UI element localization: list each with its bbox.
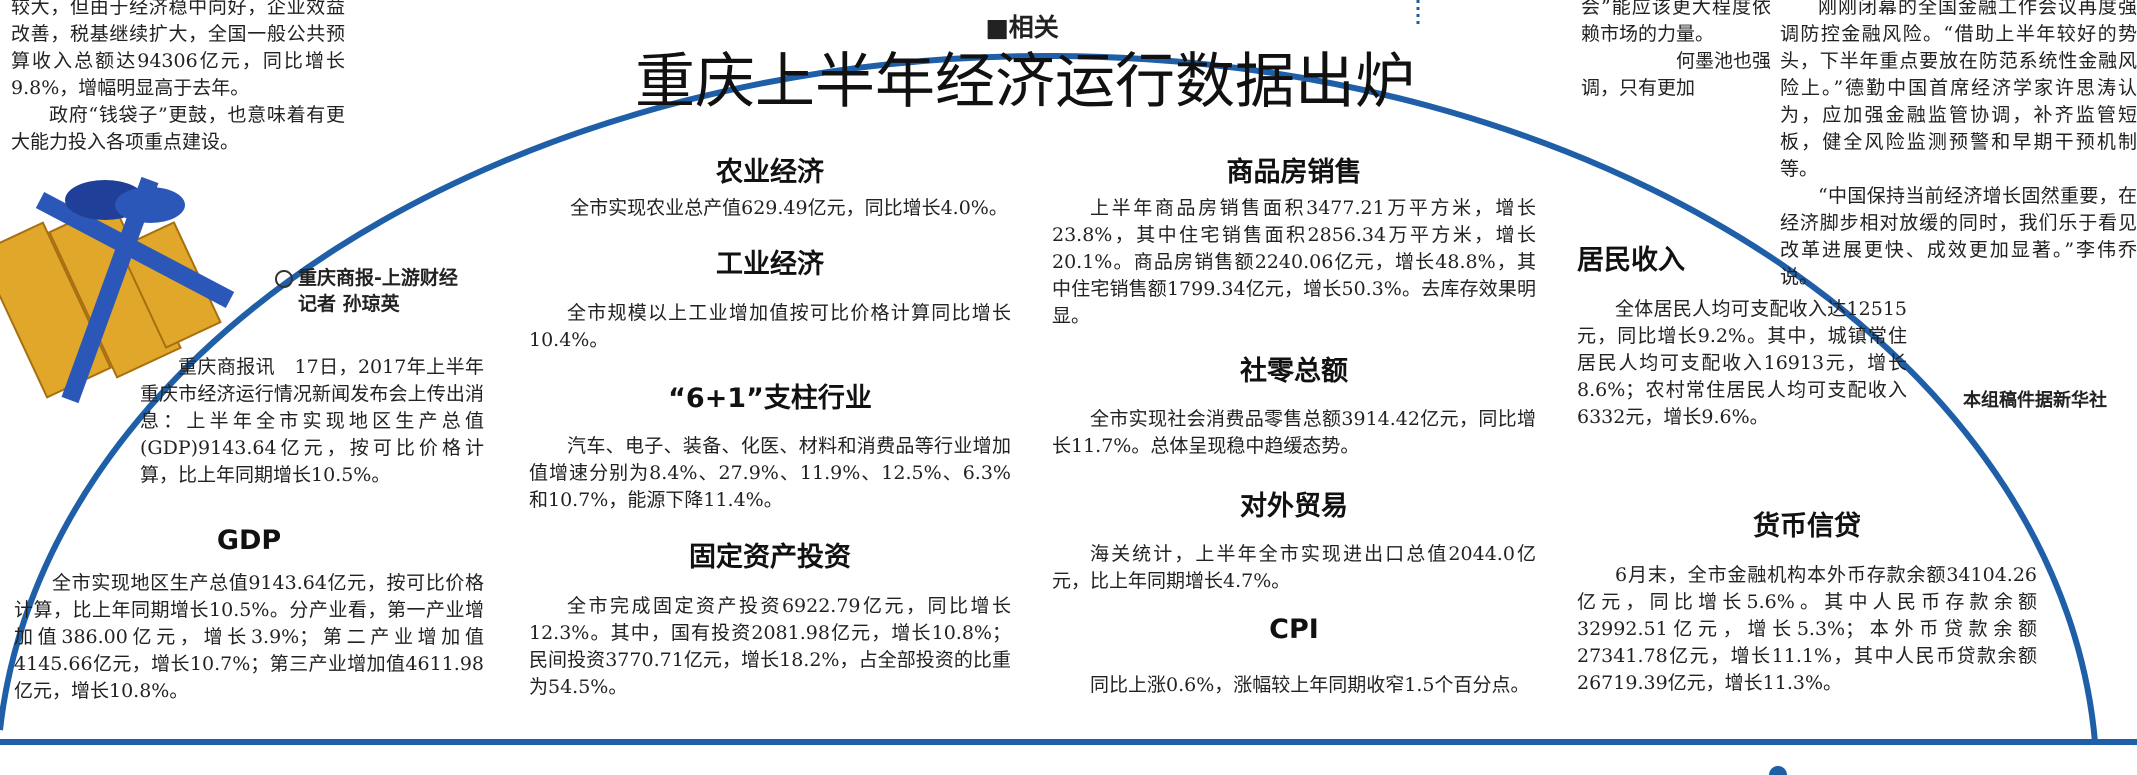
section-text: 全体居民人均可支配收入达12515元，同比增长9.2%。其中，城镇常住居民人均可… <box>1577 296 1907 431</box>
paragraph: 全市实现地区生产总值9143.64亿元，按可比价格计算，比上年同期增长10.5%… <box>14 570 484 705</box>
byline-reporter: 记者 孙琼英 <box>298 291 458 317</box>
paragraph: 全市规模以上工业增加值按可比价格计算同比增长10.4%。 <box>529 300 1011 354</box>
section-heading: 农业经济 <box>529 150 1011 189</box>
paragraph: 刚刚闭幕的全国金融工作会议再度强调防控金融风险。“借助上半年较好的势头，下半年重… <box>1780 0 2137 183</box>
section-text: 6月末，全市金融机构本外币存款余额34104.26亿元，同比增长5.6%。其中人… <box>1577 562 2037 697</box>
section-heading: 社零总额 <box>1052 349 1536 388</box>
section-text: 同比上涨0.6%，涨幅较上年同期收窄1.5个百分点。 <box>1052 672 1536 699</box>
section-text: 全市实现地区生产总值9143.64亿元，按可比价格计算，比上年同期增长10.5%… <box>14 570 484 705</box>
section-text: 全市完成固定资产投资6922.79亿元，同比增长12.3%。其中，国有投资208… <box>529 593 1011 701</box>
section-text: 全市实现农业总产值629.49亿元，同比增长4.0%。 <box>529 195 1011 222</box>
paragraph: 海关统计，上半年全市实现进出口总值2044.0亿元，比上年同期增长4.7%。 <box>1052 541 1536 595</box>
paragraph: 何墨池也强调，只有更加 <box>1581 48 1771 102</box>
dot <box>1769 766 1787 775</box>
page: 较大，但由于经济稳中向好，企业效益改善，税基继续扩大，全国一般公共预算收入总额达… <box>0 0 2137 775</box>
section-heading: “6+1”支柱行业 <box>529 376 1011 415</box>
lead: 重庆商报讯 17日，2017年上半年重庆市经济运行情况新闻发布会上传出消息：上半… <box>140 354 484 489</box>
section-heading: 居民收入 <box>1577 238 1685 277</box>
paragraph: 全体居民人均可支配收入达12515元，同比增长9.2%。其中，城镇常住居民人均可… <box>1577 296 1907 431</box>
section-heading: CPI <box>1052 614 1536 645</box>
section-heading: 对外贸易 <box>1052 484 1536 523</box>
paragraph: 同比上涨0.6%，涨幅较上年同期收窄1.5个百分点。 <box>1052 672 1536 699</box>
paragraph: 重庆商报讯 17日，2017年上半年重庆市经济运行情况新闻发布会上传出消息：上半… <box>140 354 484 489</box>
paragraph: 全市实现农业总产值629.49亿元，同比增长4.0%。 <box>529 195 1011 222</box>
left-column: 较大，但由于经济稳中向好，企业效益改善，税基继续扩大，全国一般公共预算收入总额达… <box>11 0 345 156</box>
section-heading: 固定资产投资 <box>529 535 1011 574</box>
paragraph: 上半年商品房销售面积3477.21万平方米，增长23.8%，其中住宅销售面积28… <box>1052 195 1536 330</box>
section-text: 上半年商品房销售面积3477.21万平方米，增长23.8%，其中住宅销售面积28… <box>1052 195 1536 330</box>
byline: 重庆商报-上游财经 记者 孙琼英 <box>298 265 458 317</box>
section-heading: GDP <box>14 525 484 556</box>
paragraph: 6月末，全市金融机构本外币存款余额34104.26亿元，同比增长5.6%。其中人… <box>1577 562 2037 697</box>
paragraph: 汽车、电子、装备、化医、材料和消费品等行业增加值增速分别为8.4%、27.9%、… <box>529 433 1011 514</box>
paragraph: 政府“钱袋子”更鼓，也意味着有更大能力投入各项重点建设。 <box>11 102 345 156</box>
byline-source: 重庆商报-上游财经 <box>298 265 458 291</box>
section-heading: 货币信贷 <box>1577 504 2037 543</box>
section-text: 全市规模以上工业增加值按可比价格计算同比增长10.4%。 <box>529 300 1011 354</box>
paragraph: 全市完成固定资产投资6922.79亿元，同比增长12.3%。其中，国有投资208… <box>529 593 1011 701</box>
side-column: 会”能应该更大程度依赖市场的力量。 何墨池也强调，只有更加 <box>1581 0 1771 102</box>
paragraph: 全市实现社会消费品零售总额3914.42亿元，同比增长11.7%。总体呈现稳中趋… <box>1052 406 1536 460</box>
headline: 重庆上半年经济运行数据出炉 <box>560 46 1490 118</box>
section-text: 全市实现社会消费品零售总额3914.42亿元，同比增长11.7%。总体呈现稳中趋… <box>1052 406 1536 460</box>
section-text: 汽车、电子、装备、化医、材料和消费品等行业增加值增速分别为8.4%、27.9%、… <box>529 433 1011 514</box>
paragraph: “中国保持当前经济增长固然重要，在经济脚步相对放缓的同时，我们乐于看见改革进展更… <box>1780 183 2137 291</box>
paragraph: 会”能应该更大程度依赖市场的力量。 <box>1581 0 1771 48</box>
credit: 本组稿件据新华社 <box>1963 386 2107 412</box>
section-text: 海关统计，上半年全市实现进出口总值2044.0亿元，比上年同期增长4.7%。 <box>1052 541 1536 595</box>
paragraph: 较大，但由于经济稳中向好，企业效益改善，税基继续扩大，全国一般公共预算收入总额达… <box>11 0 345 102</box>
right-column: 刚刚闭幕的全国金融工作会议再度强调防控金融风险。“借助上半年较好的势头，下半年重… <box>1780 0 2137 291</box>
kicker: ■相关 <box>972 8 1072 44</box>
section-heading: 商品房销售 <box>1052 150 1536 189</box>
section-heading: 工业经济 <box>529 242 1011 281</box>
